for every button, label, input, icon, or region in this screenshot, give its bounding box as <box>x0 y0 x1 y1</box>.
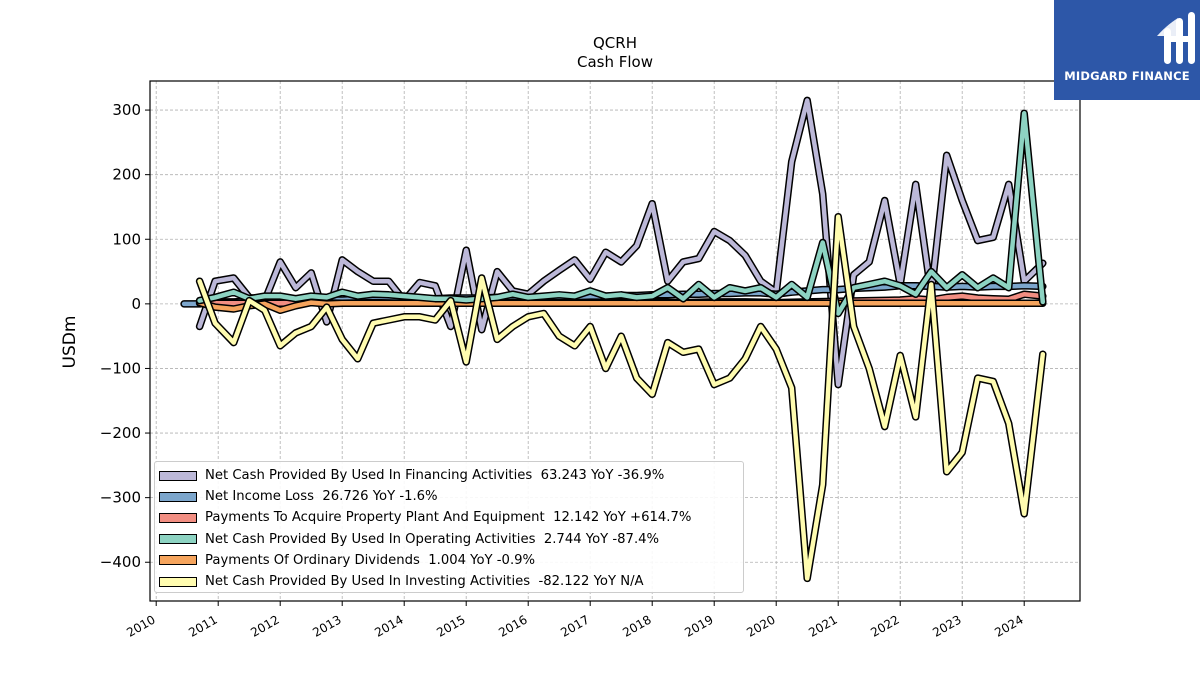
legend-item-operating: Net Cash Provided By Used In Operating A… <box>159 529 743 550</box>
x-tick-label: 2019 <box>682 612 715 639</box>
x-tick-label: 2010 <box>124 612 157 639</box>
legend-series-value: 12.142 YoY +614.7% <box>553 510 692 526</box>
x-tick-label: 2011 <box>186 612 219 639</box>
legend-item-net-income: Net Income Loss 26.726 YoY -1.6% <box>159 486 743 507</box>
x-tick-label: 2021 <box>806 612 839 639</box>
legend-label: Net Income Loss 26.726 YoY -1.6% <box>205 489 438 504</box>
legend-swatch <box>159 470 197 481</box>
y-tick-label: 200 <box>112 166 141 184</box>
plot-frame <box>149 80 1081 602</box>
y-tick-label: −200 <box>100 424 141 442</box>
legend-item-investing: Net Cash Provided By Used In Investing A… <box>159 571 743 592</box>
x-tick-label: 2024 <box>992 612 1025 639</box>
x-tick-label: 2016 <box>496 612 529 639</box>
legend-label: Payments Of Ordinary Dividends 1.004 YoY… <box>205 553 535 568</box>
grid-lines <box>150 81 1080 601</box>
chart-title: QCRH <box>593 34 637 52</box>
x-tick-label: 2013 <box>310 612 343 639</box>
legend-swatch <box>159 491 197 502</box>
legend-series-value: 63.243 YoY -36.9% <box>540 468 665 484</box>
legend-series-value: -82.122 YoY N/A <box>538 574 644 590</box>
y-tick-label: 100 <box>112 230 141 248</box>
y-tick-label: 0 <box>131 295 141 313</box>
legend-swatch <box>159 576 197 587</box>
legend-series-name: Net Cash Provided By Used In Operating A… <box>205 531 536 547</box>
legend-series-value: 26.726 YoY -1.6% <box>322 489 438 505</box>
legend-series-name: Net Cash Provided By Used In Investing A… <box>205 574 531 590</box>
legend-item-financing: Net Cash Provided By Used In Financing A… <box>159 465 743 486</box>
legend-series-name: Net Cash Provided By Used In Financing A… <box>205 468 533 484</box>
legend-item-dividends: Payments Of Ordinary Dividends 1.004 YoY… <box>159 550 743 571</box>
midgard-logo-icon <box>1157 12 1195 64</box>
brand-name: MIDGARD FINANCE <box>1064 69 1190 83</box>
y-tick-label: 300 <box>112 101 141 119</box>
y-tick-label: −400 <box>100 553 141 571</box>
legend-series-value: 1.004 YoY -0.9% <box>428 552 536 568</box>
chart-subtitle: Cash Flow <box>577 53 653 71</box>
x-tick-label: 2012 <box>248 612 281 639</box>
legend-series-name: Payments Of Ordinary Dividends <box>205 552 420 568</box>
x-tick-label: 2022 <box>868 612 901 639</box>
midgard-finance-logo: MIDGARD FINANCE <box>1054 0 1200 100</box>
x-tick-label: 2020 <box>744 612 777 639</box>
y-tick-label: −300 <box>100 489 141 507</box>
x-tick-label: 2014 <box>372 612 405 639</box>
x-tick-label: 2015 <box>434 612 467 639</box>
legend-label: Net Cash Provided By Used In Operating A… <box>205 532 659 547</box>
legend-label: Net Cash Provided By Used In Investing A… <box>205 574 644 589</box>
series-line <box>197 111 1046 316</box>
x-axis: 2010 2011 2012 2013 2014 2015 2016 2017 2018 2019… <box>124 601 1026 640</box>
y-axis: 300 200 100 0 −100 −200 −300 −400 <box>100 101 150 571</box>
x-tick-label: 2018 <box>620 612 653 639</box>
series-line <box>197 214 1046 581</box>
series-layer <box>180 96 1047 583</box>
legend-series-name: Net Income Loss <box>205 489 314 505</box>
series-line <box>197 300 1046 313</box>
legend-swatch <box>159 512 197 523</box>
legend-label: Net Cash Provided By Used In Financing A… <box>205 468 664 483</box>
legend-series-name: Payments To Acquire Property Plant And E… <box>205 510 545 526</box>
chart-legend: Net Cash Provided By Used In Financing A… <box>154 461 744 593</box>
legend-swatch <box>159 555 197 566</box>
y-axis-label: USDm <box>60 316 80 369</box>
legend-series-value: 2.744 YoY -87.4% <box>543 531 660 547</box>
y-tick-label: −100 <box>100 359 141 377</box>
legend-swatch <box>159 534 197 545</box>
x-tick-label: 2017 <box>558 612 591 639</box>
x-tick-label: 2023 <box>930 612 963 639</box>
legend-label: Payments To Acquire Property Plant And E… <box>205 510 691 525</box>
legend-item-ppe: Payments To Acquire Property Plant And E… <box>159 507 743 528</box>
